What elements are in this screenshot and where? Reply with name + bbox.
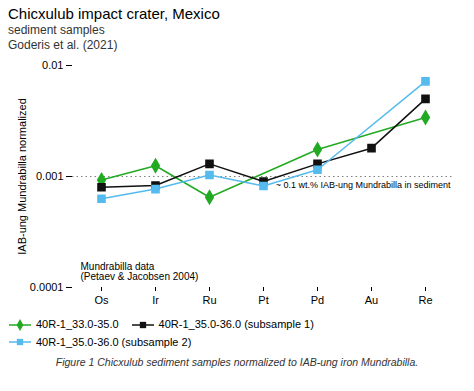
svg-text:0.01: 0.01	[42, 59, 63, 71]
svg-text:Re: Re	[418, 294, 432, 306]
html-text:40R-1_33.0-35.0: 40R-1_33.0-35.0	[36, 318, 119, 330]
html-text:40R-1_35.0-36.0 (subsample 2): 40R-1_35.0-36.0 (subsample 2)	[36, 335, 192, 348]
svg-text:Au: Au	[365, 294, 378, 306]
svg-text:IAB-ung Mundrabilla normalized: IAB-ung Mundrabilla normalized	[16, 98, 28, 255]
svg-text:Os: Os	[94, 294, 109, 306]
svg-text:0.001: 0.001	[36, 170, 64, 182]
html-text:40R-1_35.0-36.0 (subsample 1): 40R-1_35.0-36.0 (subsample 1)	[158, 318, 314, 330]
html-text:sediment samples: sediment samples	[8, 23, 105, 37]
svg-text:0.0001: 0.0001	[30, 281, 64, 293]
html-text:Figure 1 Chicxulub sediment sa: Figure 1 Chicxulub sediment samples norm…	[55, 356, 419, 368]
svg-text:Pd: Pd	[311, 294, 324, 306]
html-text:Chicxulub impact crater, Mexic: Chicxulub impact crater, Mexico	[8, 5, 220, 22]
svg-text:Ir: Ir	[152, 294, 159, 306]
html-text:Goderis et al. (2021): Goderis et al. (2021)	[8, 38, 118, 52]
svg-text:~ 0.1 wt.% IAB-ung Mundrabilla: ~ 0.1 wt.% IAB-ung Mundrabilla in sedime…	[276, 180, 451, 190]
svg-text:Ru: Ru	[202, 294, 216, 306]
svg-text:Pt: Pt	[258, 294, 268, 306]
svg-text:Mundrabilla data(Petaev & Jaco: Mundrabilla data(Petaev & Jacobsen 2004)	[81, 261, 199, 282]
